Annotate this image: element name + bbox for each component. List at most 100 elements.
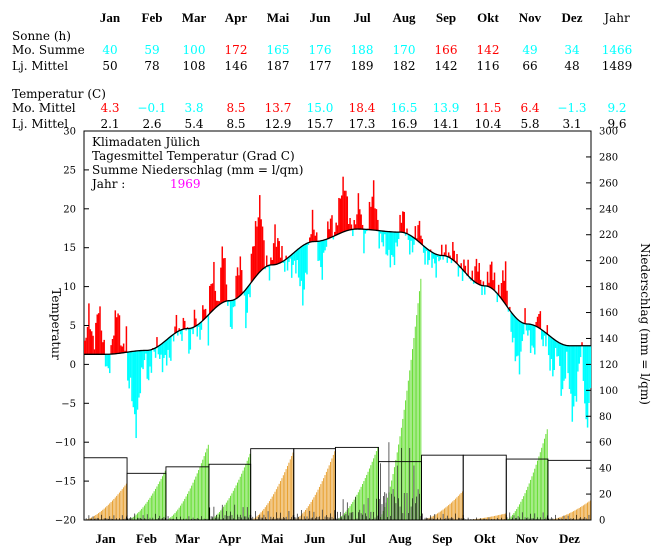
cumulative-precipitation-bar <box>153 491 155 520</box>
cumulative-precipitation-bar <box>525 490 527 520</box>
daily-precipitation-bar <box>337 511 338 520</box>
daily-temperature-deviation-bar <box>288 256 290 262</box>
header-month-okt: Okt <box>477 10 499 25</box>
cumulative-precipitation-bar <box>125 483 127 520</box>
daily-temperature-deviation-bar <box>104 354 107 367</box>
cumulative-precipitation-bar <box>350 504 352 520</box>
header-month-aug: Aug <box>392 10 416 25</box>
cumulative-precipitation-bar <box>371 461 373 520</box>
daily-temperature-deviation-bar <box>170 336 172 361</box>
daily-precipitation-bar <box>548 518 549 520</box>
cumulative-precipitation-bar <box>450 502 452 520</box>
cumulative-precipitation-bar <box>352 501 354 520</box>
cumulative-precipitation-bar <box>132 516 134 520</box>
cumulative-precipitation-bar <box>417 303 419 520</box>
cumulative-precipitation-bar <box>171 515 173 520</box>
daily-temperature-deviation-bar <box>275 246 278 265</box>
daily-temperature-deviation-bar <box>229 300 232 327</box>
daily-temperature-deviation-bar <box>496 293 499 303</box>
daily-precipitation-bar <box>183 518 184 520</box>
daily-precipitation-bar <box>338 518 340 520</box>
daily-temperature-deviation-bar <box>549 336 551 371</box>
daily-temperature-deviation-bar <box>520 321 522 352</box>
cumulative-precipitation-bar <box>288 462 290 520</box>
cumulative-precipitation-bar <box>517 506 519 520</box>
daily-temperature-deviation-bar <box>120 345 122 354</box>
daily-temperature-deviation-bar <box>85 337 87 355</box>
daily-temperature-deviation-bar <box>543 331 546 336</box>
daily-precipitation-bar <box>259 515 261 520</box>
daily-precipitation-bar <box>430 515 431 520</box>
daily-precipitation-bar <box>549 518 551 520</box>
daily-precipitation-bar <box>288 511 290 520</box>
daily-temperature-deviation-bar <box>500 282 503 299</box>
right-axis-tick-label: 200 <box>599 256 618 267</box>
cumulative-precipitation-bar <box>284 472 286 520</box>
daily-temperature-deviation-bar <box>252 246 254 281</box>
daily-precipitation-bar <box>128 518 130 520</box>
daily-temperature-deviation-bar <box>349 218 351 230</box>
daily-temperature-deviation-bar <box>478 262 480 285</box>
daily-temperature-deviation-bar <box>585 345 587 420</box>
left-axis-tick-label: 0 <box>70 360 76 371</box>
daily-precipitation-bar <box>451 517 452 520</box>
cumulative-precipitation-bar <box>227 500 229 520</box>
cumulative-precipitation-bar <box>323 478 325 520</box>
temp-longterm-mean-label: Lj. Mittel <box>12 117 68 131</box>
daily-precipitation-bar <box>283 517 284 520</box>
cumulative-precipitation-bar <box>505 513 507 520</box>
cumulative-precipitation-bar <box>389 486 391 520</box>
daily-precipitation-bar <box>367 498 369 520</box>
daily-precipitation-bar <box>417 489 419 520</box>
daily-precipitation-bar <box>324 516 326 520</box>
cumulative-precipitation-bar <box>102 509 104 520</box>
daily-precipitation-bar <box>237 514 238 520</box>
daily-precipitation-bar <box>385 493 387 520</box>
daily-precipitation-bar <box>463 518 465 520</box>
daily-temperature-deviation-bar <box>88 303 90 355</box>
daily-temperature-deviation-bar <box>309 237 311 243</box>
sun-longterm-mean-value: 142 <box>435 59 458 73</box>
sun-month-sum-value: 59 <box>144 43 159 57</box>
daily-precipitation-bar <box>106 518 108 520</box>
temperature-normal-line <box>84 228 591 355</box>
daily-precipitation-bar <box>413 465 415 520</box>
daily-temperature-deviation-bar <box>207 314 210 346</box>
cumulative-precipitation-bar <box>492 516 494 520</box>
daily-temperature-deviation-bar <box>399 214 401 233</box>
right-axis-tick-label: 160 <box>599 308 618 319</box>
daily-precipitation-bar <box>249 514 251 520</box>
daily-temperature-deviation-bar <box>547 335 550 356</box>
daily-precipitation-bar <box>459 517 461 520</box>
daily-temperature-deviation-bar <box>509 306 511 311</box>
daily-temperature-deviation-bar <box>461 269 464 281</box>
sun-month-sum-value: 166 <box>435 43 458 57</box>
daily-temperature-deviation-bar <box>306 243 308 275</box>
daily-temperature-deviation-bar <box>386 231 389 256</box>
daily-precipitation-bar <box>96 517 98 520</box>
cumulative-precipitation-bar <box>364 478 366 520</box>
daily-precipitation-bar <box>124 518 126 520</box>
cumulative-precipitation-bar <box>320 484 322 520</box>
cumulative-precipitation-bar <box>310 501 312 520</box>
daily-temperature-deviation-bar <box>540 329 543 340</box>
daily-precipitation-bar <box>410 506 412 520</box>
cumulative-precipitation-bar <box>568 513 570 520</box>
daily-precipitation-bar <box>420 515 422 520</box>
daily-precipitation-bar <box>455 513 456 520</box>
daily-temperature-deviation-bar <box>467 259 469 276</box>
daily-temperature-deviation-bar <box>292 253 294 265</box>
daily-temperature-deviation-bar <box>140 350 143 368</box>
daily-precipitation-bar <box>359 509 361 520</box>
daily-precipitation-bar <box>113 515 115 520</box>
cumulative-precipitation-bar <box>282 475 284 520</box>
daily-temperature-deviation-bar <box>363 229 365 254</box>
cumulative-precipitation-bar <box>285 469 287 520</box>
daily-precipitation-bar <box>588 514 590 520</box>
daily-temperature-deviation-bar <box>153 348 155 352</box>
cumulative-precipitation-bar <box>239 476 241 520</box>
sun-month-sum-value: 172 <box>225 43 248 57</box>
cumulative-precipitation-bar <box>292 452 294 520</box>
daily-precipitation-bar <box>158 518 159 520</box>
daily-temperature-deviation-bar <box>506 290 508 307</box>
